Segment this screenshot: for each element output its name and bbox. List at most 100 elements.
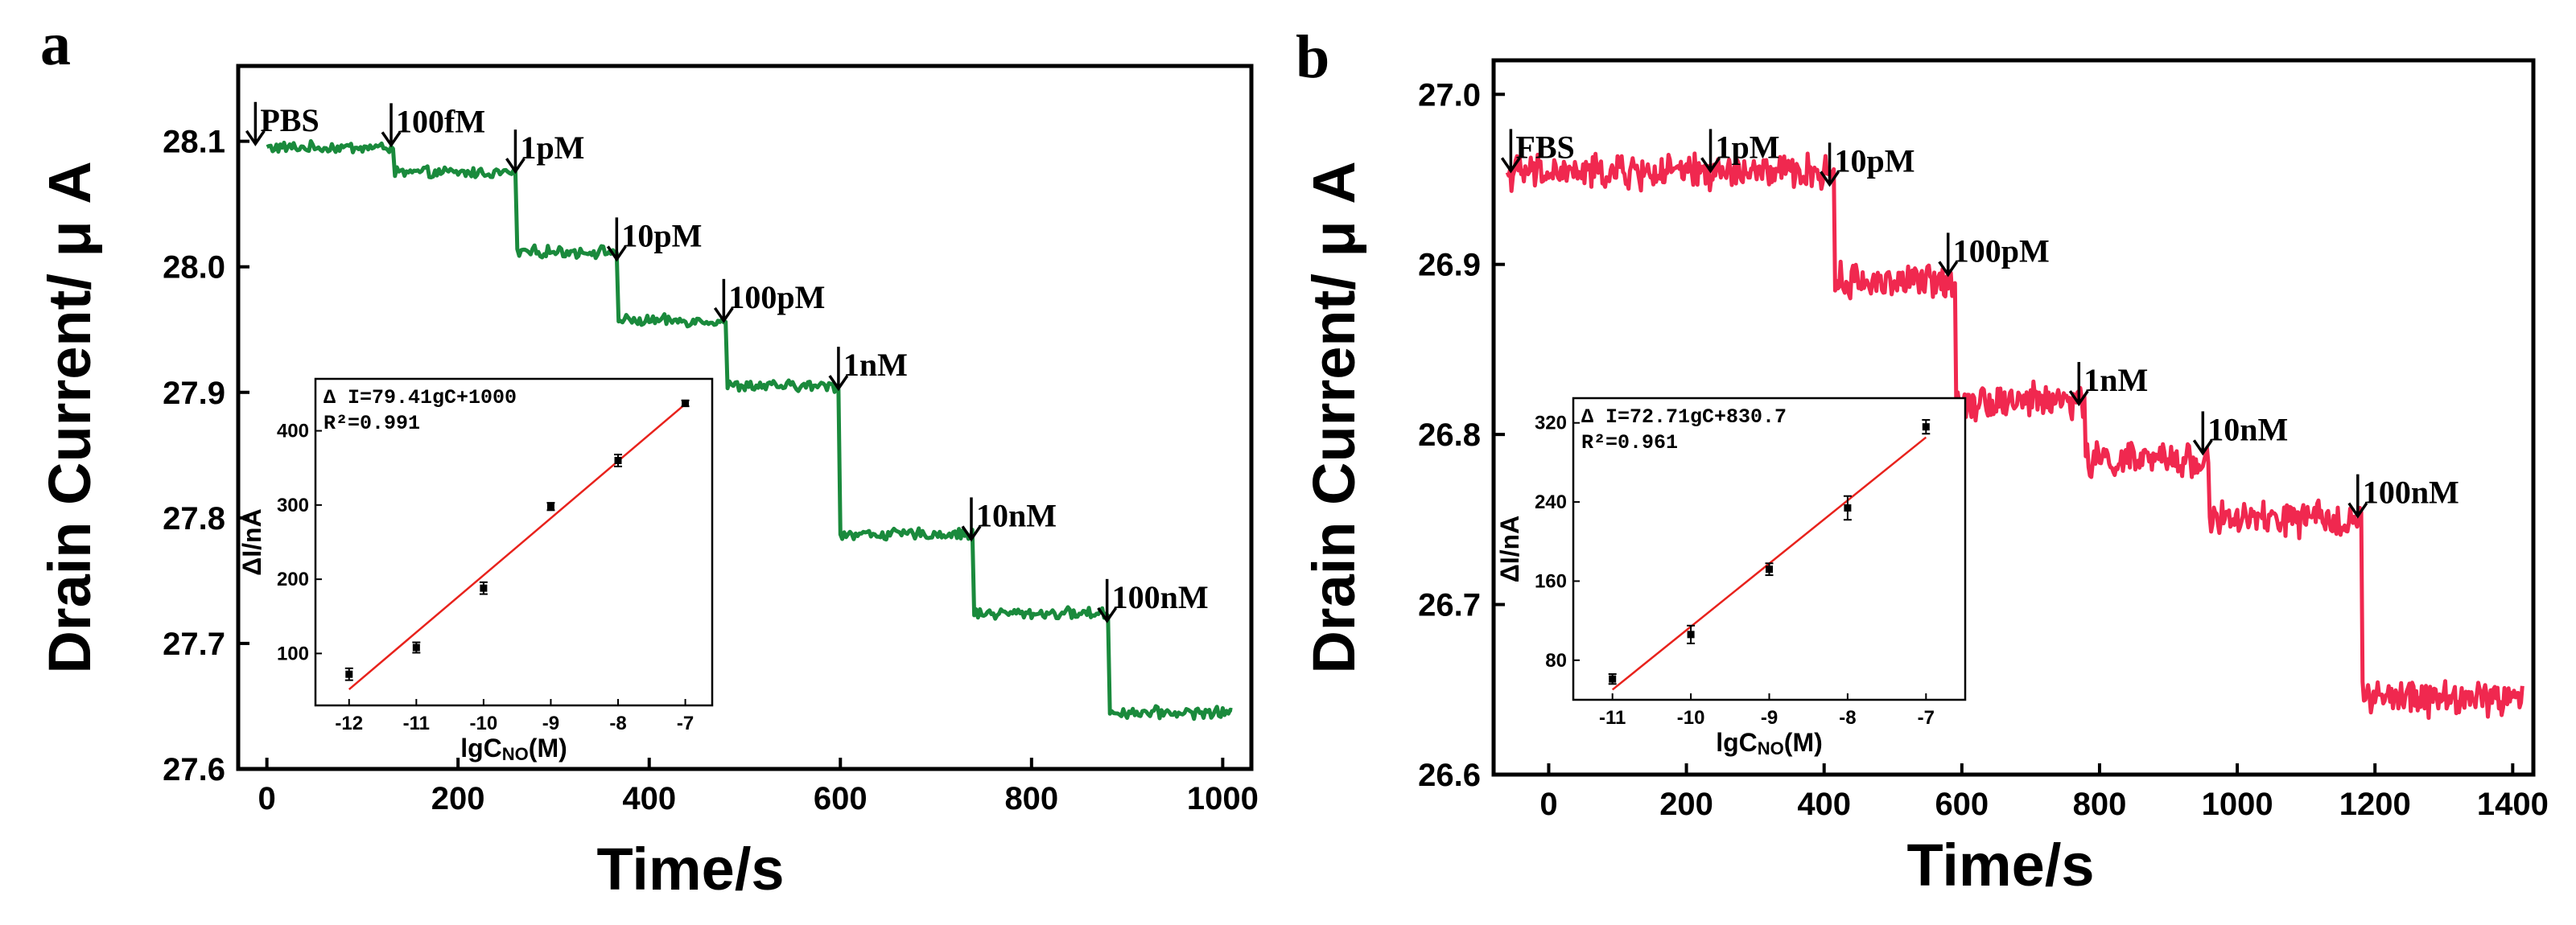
- inset-fit-equation: Δ I=79.41gC+1000: [324, 386, 517, 409]
- injection-label: 1pM: [1716, 129, 1780, 165]
- inset-x-tick-label: -7: [1918, 707, 1935, 729]
- injection-label: 100fM: [396, 103, 485, 139]
- x-tick-label: 0: [258, 781, 276, 816]
- injection-label: 100nM: [1112, 579, 1209, 615]
- y-axis-title: Drain Current/ μ A: [1300, 161, 1367, 673]
- inset-y-tick-label: 320: [1535, 413, 1567, 434]
- inset-frame: [314, 377, 714, 707]
- inset-data-point: [546, 503, 554, 511]
- inset-x-tick-label: -7: [677, 713, 694, 734]
- inset-data-point: [1766, 565, 1773, 574]
- inset-data-point: [614, 457, 622, 464]
- injection-label: 100pM: [1953, 232, 2050, 269]
- inset-y-axis-title: ΔI/nA: [237, 508, 266, 575]
- injection-arrow-head: [961, 525, 982, 542]
- x-tick-label: 800: [2073, 787, 2127, 822]
- inset-fit-r-squared: R²=0.991: [324, 412, 420, 435]
- inset-data-point: [1687, 631, 1695, 639]
- inset-x-tick-label: -10: [470, 713, 498, 734]
- y-axis-title: Drain Current/ μ A: [36, 161, 103, 673]
- y-tick-label: 28.0: [163, 250, 225, 286]
- panel-label: a: [40, 10, 71, 78]
- inset-fit-line: [348, 403, 686, 691]
- x-axis-title: Time/s: [596, 836, 784, 902]
- inset-fit-r-squared: R²=0.961: [1581, 431, 1678, 454]
- inset-data-point: [1609, 675, 1617, 683]
- injection-label: 1pM: [520, 130, 584, 166]
- injection-label: 1nM: [843, 347, 908, 383]
- inset-x-tick-label: -8: [1839, 707, 1856, 729]
- inset-x-tick-label: -11: [1599, 707, 1626, 729]
- inset-x-axis-title-tail: (M): [529, 734, 567, 763]
- current-trace-series: [1505, 151, 2524, 720]
- injection-label: 10pM: [1835, 142, 1915, 179]
- y-tick-label: 26.7: [1418, 588, 1481, 623]
- injection-arrow-head: [1097, 606, 1118, 623]
- inset-y-tick-label: 100: [277, 643, 309, 664]
- y-tick-label: 27.8: [163, 501, 225, 536]
- inset-x-axis-title-subscript: NO: [502, 744, 529, 764]
- inset-x-tick-label: -10: [1677, 707, 1705, 729]
- injection-arrow-head: [713, 306, 734, 323]
- injection-arrow-head: [2068, 390, 2089, 407]
- x-tick-label: 200: [431, 781, 485, 816]
- inset-x-axis-title: lgCNO(M): [1716, 728, 1823, 758]
- inset-x-tick-label: -11: [403, 713, 430, 734]
- x-tick-label: 400: [1797, 787, 1851, 822]
- inset-x-tick-label: -9: [1761, 707, 1778, 729]
- inset-calibration-plot: -11 -10 -9 -8 -7 80 160 240 320 lgCNO(M) ΔI/nA Δ I=…: [1495, 397, 1967, 758]
- injection-arrow-head: [1700, 157, 1721, 174]
- inset-x-axis-title-subscript: NO: [1758, 738, 1784, 758]
- inset-y-tick-label: 160: [1535, 570, 1567, 592]
- inset-data-point: [412, 643, 420, 652]
- x-tick-label: 600: [814, 781, 868, 816]
- x-tick-label: 800: [1004, 781, 1058, 816]
- y-tick-label: 26.9: [1418, 248, 1481, 283]
- x-tick-label: 200: [1659, 787, 1713, 822]
- y-tick-label: 27.7: [163, 627, 225, 662]
- inset-x-tick-label: -9: [542, 713, 559, 734]
- injection-arrow-head: [2192, 439, 2213, 456]
- inset-data-point: [1922, 423, 1930, 431]
- inset-fit-equation: Δ I=72.71gC+830.7: [1581, 405, 1787, 429]
- inset-y-tick-label: 240: [1535, 491, 1567, 513]
- panel-a: a 0 200 400 600 800 1000 27.6 27.7 27.8 27.9 28.0 28…: [36, 10, 1259, 902]
- x-tick-label: 1000: [2202, 787, 2273, 822]
- inset-y-tick-label: 400: [277, 421, 309, 442]
- inset-data-point: [480, 584, 488, 592]
- inset-y-tick-label: 200: [277, 569, 309, 590]
- injection-arrow-head: [2347, 502, 2368, 519]
- x-tick-label: 1000: [1187, 781, 1259, 816]
- inset-y-tick-label: 300: [277, 495, 309, 516]
- injection-arrow-head: [1938, 261, 1959, 278]
- injection-label: 100pM: [728, 279, 825, 315]
- y-tick-label: 27.6: [163, 752, 225, 787]
- inset-y-axis-title: ΔI/nA: [1495, 516, 1524, 582]
- injection-label: 100nM: [2363, 475, 2459, 511]
- plot-frame: [1491, 58, 2536, 777]
- injection-arrow-head: [606, 245, 627, 262]
- inset-data-point: [1844, 504, 1852, 512]
- injection-arrow-head: [828, 375, 849, 392]
- injection-arrow-head: [505, 158, 526, 175]
- injection-label: 10nM: [976, 497, 1057, 533]
- inset-x-axis-title-main: lgC: [1716, 728, 1758, 757]
- injection-arrow-head: [1500, 157, 1521, 174]
- injection-label: 10nM: [2207, 411, 2288, 447]
- inset-x-axis-title-main: lgC: [460, 734, 502, 763]
- injection-arrow-head: [245, 130, 266, 146]
- y-tick-label: 27.0: [1418, 77, 1481, 113]
- inset-x-axis-title: lgCNO(M): [460, 734, 567, 764]
- injection-arrow-head: [1820, 171, 1840, 187]
- inset-calibration-plot: -12 -11 -10 -9 -8 -7 100 200 300 400 lgCNO(M) ΔI/nA…: [237, 377, 714, 764]
- inset-frame: [1572, 397, 1967, 701]
- panel-label: b: [1296, 23, 1329, 91]
- y-tick-label: 26.8: [1418, 417, 1481, 453]
- inset-x-tick-label: -8: [609, 713, 626, 734]
- current-trace-series: [266, 139, 1233, 722]
- y-tick-label: 27.9: [163, 376, 225, 411]
- inset-data-point: [345, 670, 353, 678]
- x-tick-label: 400: [622, 781, 676, 816]
- x-tick-label: 600: [1935, 787, 1989, 822]
- inset-x-axis-title-tail: (M): [1784, 728, 1823, 757]
